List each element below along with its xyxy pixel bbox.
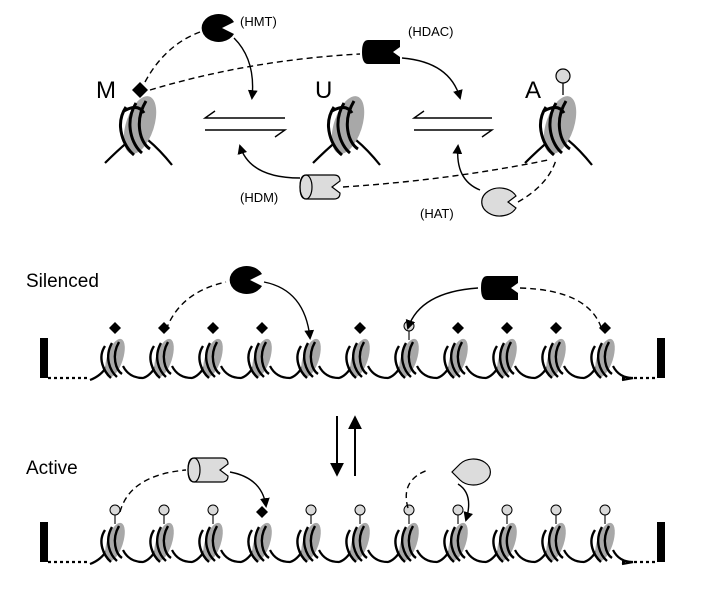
- active-dna-strand: [89, 549, 634, 566]
- methyl-mark-diamond: [109, 322, 121, 334]
- silenced-hdac-recruit-line: [519, 287, 603, 331]
- active-nucleosome: [296, 504, 326, 565]
- active-nucleosome: [345, 504, 375, 565]
- acetyl-mark-circle: [109, 504, 121, 516]
- silenced-label: Silenced: [26, 271, 99, 292]
- hmt-action-arrow: [233, 37, 258, 100]
- active-nucleosome: [443, 504, 473, 565]
- state-transition-arrows: [330, 415, 362, 477]
- hdac-enzyme-icon: [362, 40, 400, 64]
- hat-recruit-line: [517, 159, 557, 203]
- nucleosome-u: [312, 90, 381, 166]
- silenced-region: Silenced: [26, 266, 665, 382]
- acetyl-mark-circle: [207, 504, 219, 516]
- active-nucleosome: [198, 504, 228, 565]
- methyl-mark-diamond: [452, 322, 464, 334]
- hdac-label: (HDAC): [408, 24, 454, 39]
- boundary-left: [40, 522, 48, 562]
- hdm-action-arrow: [237, 144, 301, 179]
- silenced-nucleosome: [296, 335, 326, 381]
- acetyl-mark-circle: [555, 68, 571, 84]
- hdm-recruit-line: [342, 159, 549, 188]
- methyl-mark-diamond: [256, 322, 268, 334]
- acetyl-mark-circle: [403, 504, 415, 516]
- active-region: Active: [26, 457, 665, 566]
- state-cycle: M U A: [96, 14, 593, 221]
- methyl-mark-diamond: [256, 506, 268, 518]
- acetyl-mark-circle: [354, 504, 366, 516]
- silenced-hmt-icon: [229, 266, 262, 294]
- silenced-hmt-action-arrow: [263, 281, 315, 340]
- acetyl-mark-circle: [305, 504, 317, 516]
- methyl-mark-diamond: [132, 82, 148, 98]
- state-label-m: M: [96, 77, 116, 104]
- acetyl-mark-circle: [452, 504, 464, 516]
- hdac-recruit-line: [149, 53, 361, 91]
- hat-enzyme-icon: [481, 187, 517, 217]
- state-label-a: A: [525, 77, 541, 104]
- boundary-left: [40, 338, 48, 378]
- silenced-hdac-icon: [481, 276, 518, 300]
- active-nucleosomes: [100, 504, 620, 565]
- silenced-nucleosome: [149, 322, 179, 381]
- hmt-enzyme-icon: [201, 14, 234, 42]
- active-hdm-action-arrow: [229, 471, 270, 508]
- acetyl-mark-circle: [550, 504, 562, 516]
- hmt-recruit-line: [144, 31, 201, 83]
- silenced-nucleosome: [345, 322, 375, 381]
- methyl-mark-diamond: [501, 322, 513, 334]
- active-hdm-recruit-line: [119, 469, 187, 513]
- silenced-nucleosome: [492, 322, 522, 381]
- acetyl-mark-circle: [158, 504, 170, 516]
- silenced-nucleosomes: [100, 320, 620, 381]
- equilibrium-mu: [202, 110, 288, 138]
- methyl-mark-diamond: [207, 322, 219, 334]
- active-nucleosome: [541, 504, 571, 565]
- silenced-nucleosome: [443, 322, 473, 381]
- silenced-nucleosome: [590, 322, 620, 381]
- active-nucleosome: [590, 504, 620, 565]
- active-nucleosome: [247, 506, 277, 565]
- silenced-nucleosome: [541, 322, 571, 381]
- active-nucleosome: [149, 504, 179, 565]
- equilibrium-ua: [411, 110, 495, 138]
- hdm-enzyme-icon: [299, 174, 341, 200]
- hat-action-arrow: [452, 144, 481, 191]
- methyl-mark-diamond: [158, 322, 170, 334]
- active-hat-icon: [451, 458, 491, 486]
- silenced-nucleosome: [198, 322, 228, 381]
- boundary-right: [657, 338, 665, 378]
- active-nucleosome: [492, 504, 522, 565]
- active-hat-recruit-line: [405, 469, 429, 509]
- silenced-dna-strand: [89, 365, 634, 382]
- active-nucleosome: [394, 504, 424, 565]
- silenced-hmt-recruit-line: [165, 281, 227, 331]
- methyl-mark-diamond: [599, 322, 611, 334]
- silenced-nucleosome: [247, 322, 277, 381]
- active-label: Active: [26, 458, 78, 479]
- nucleosome-m: [104, 82, 173, 166]
- active-hdm-icon: [187, 457, 229, 483]
- hmt-label: (HMT): [240, 14, 277, 29]
- methyl-mark-diamond: [354, 322, 366, 334]
- acetyl-mark-circle: [599, 504, 611, 516]
- hdm-label: (HDM): [240, 190, 278, 205]
- nucleosome-a: [524, 68, 593, 166]
- silenced-nucleosome: [100, 322, 130, 381]
- acetyl-mark-circle: [501, 504, 513, 516]
- boundary-right: [657, 522, 665, 562]
- hdac-action-arrow: [401, 57, 463, 100]
- silenced-hdac-action-arrow: [405, 287, 479, 330]
- active-hat-action-arrow: [457, 483, 473, 522]
- methyl-mark-diamond: [550, 322, 562, 334]
- hat-label: (HAT): [420, 206, 454, 221]
- state-label-u: U: [315, 77, 332, 104]
